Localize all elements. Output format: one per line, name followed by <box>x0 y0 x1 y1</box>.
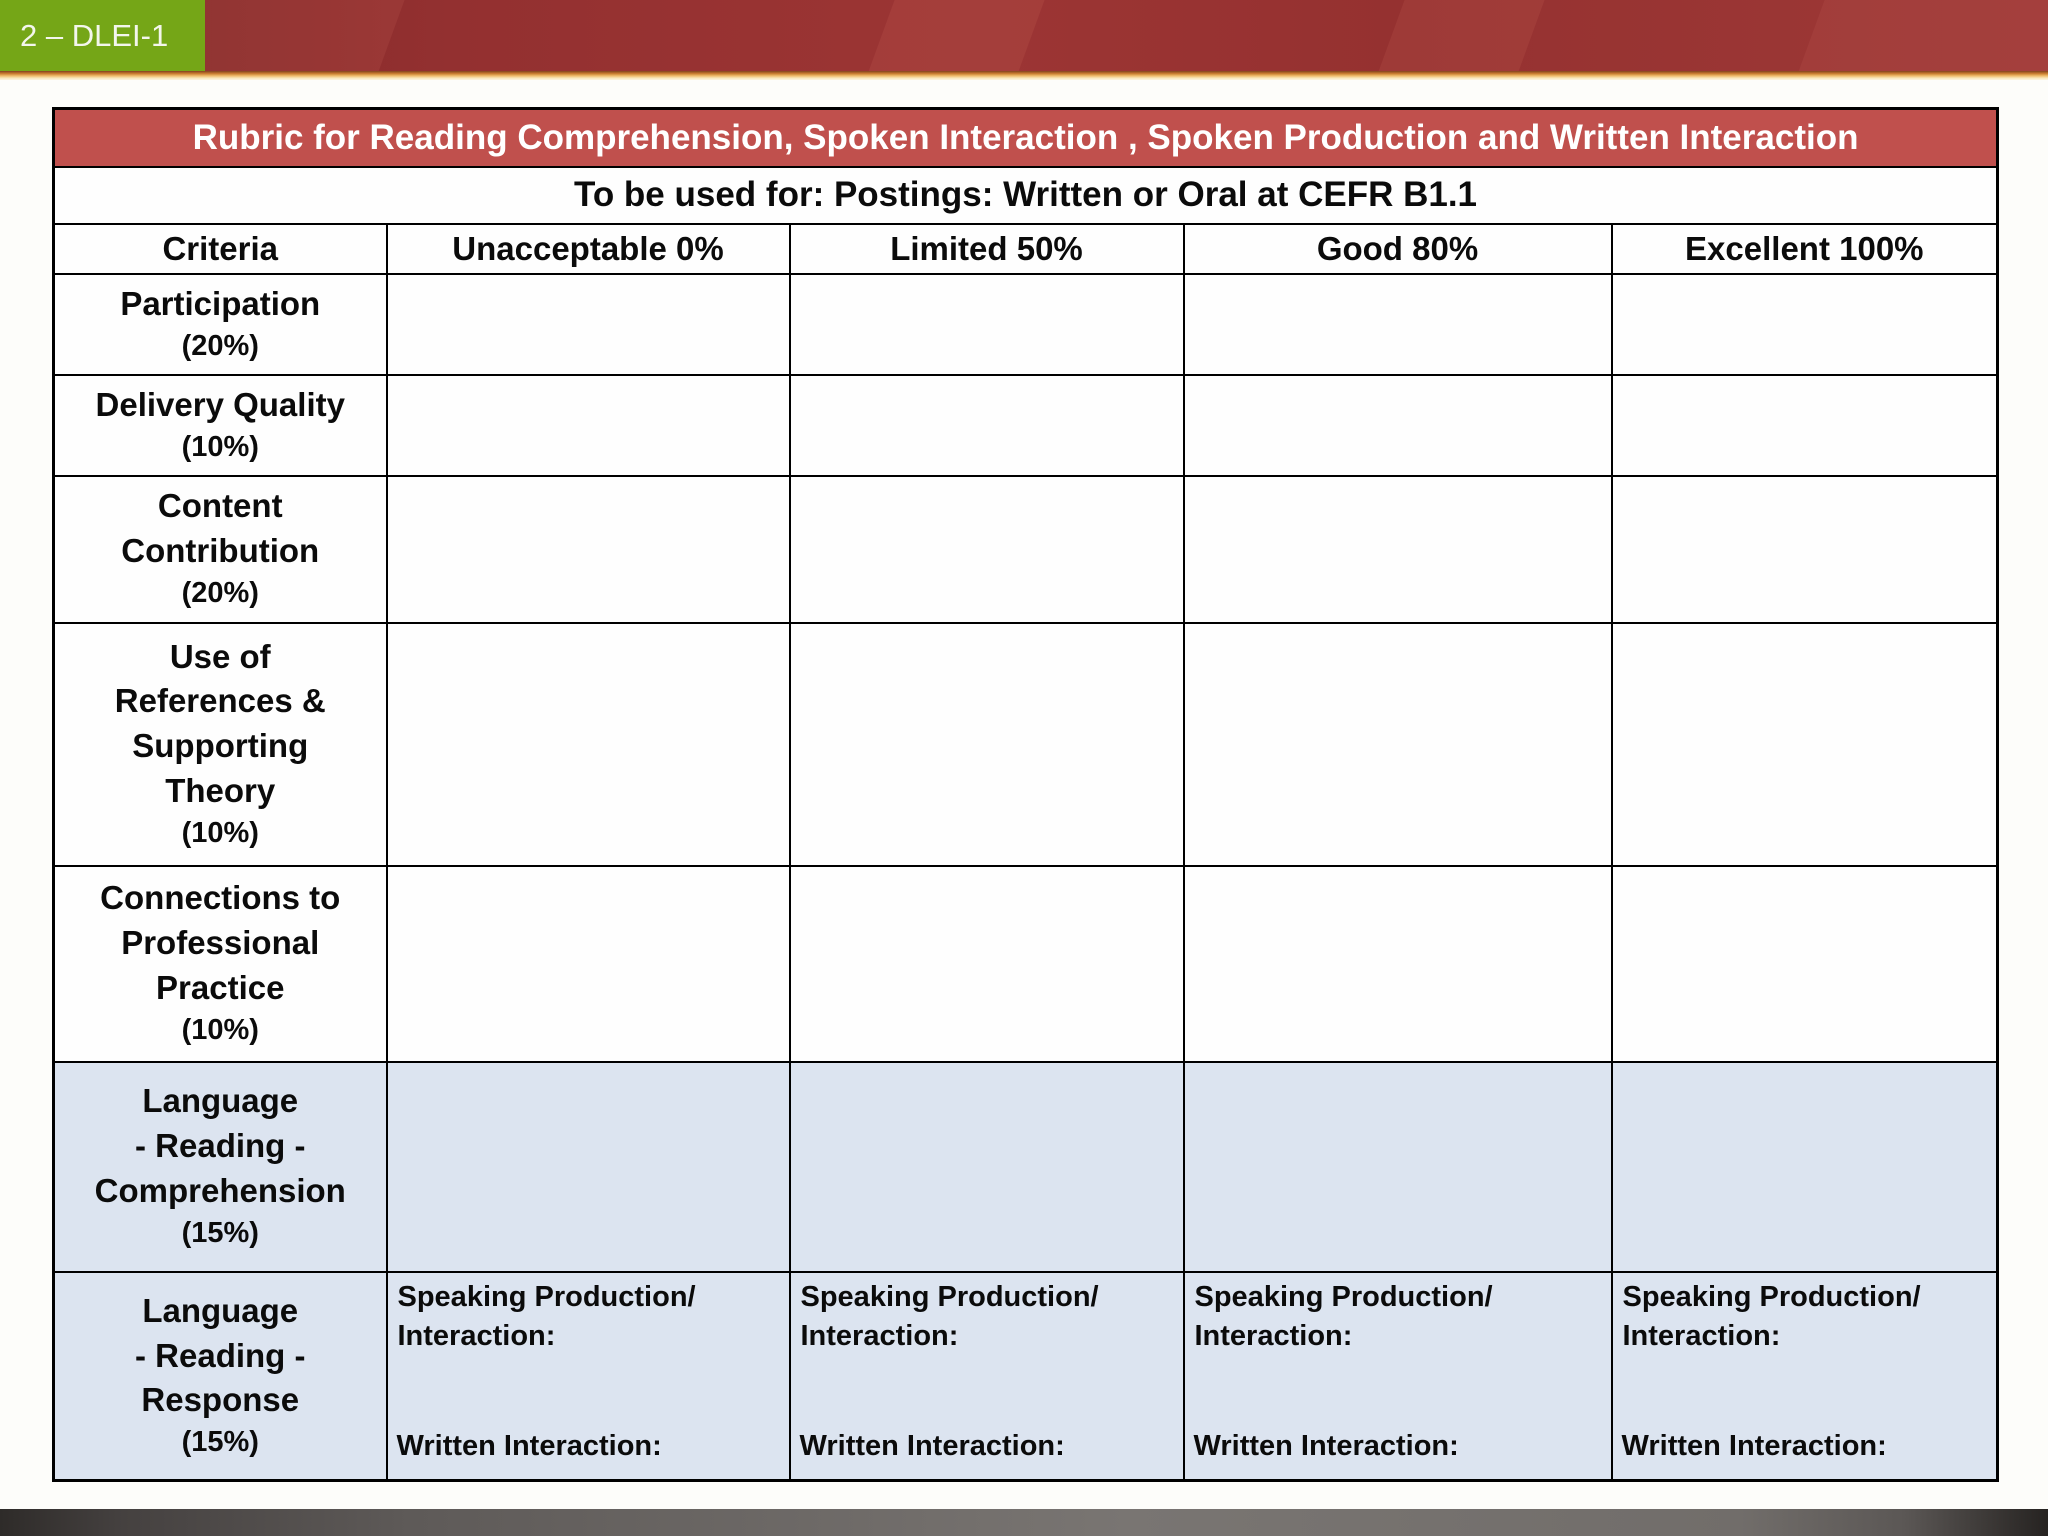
criteria-weight: (10%) <box>181 430 259 463</box>
column-header: Good 80% <box>1182 222 1613 275</box>
rubric-cell <box>1610 373 1999 477</box>
rubric-cell <box>1610 1060 1999 1273</box>
criteria-weight: (20%) <box>181 329 259 362</box>
rubric-cell <box>385 272 791 376</box>
top-banner: 2 – DLEI-1 <box>0 0 2048 71</box>
rubric-cell <box>788 474 1185 624</box>
criteria-label: Connections to Professional Practice (10%) <box>52 864 388 1063</box>
criteria-label: Language - Reading - Response (15%) <box>52 1270 388 1482</box>
rubric-cell <box>1610 272 1999 376</box>
rubric-cell: Speaking Production/ Interaction: Written… <box>385 1270 791 1482</box>
column-header: Unacceptable 0% <box>385 222 791 275</box>
slide-number-badge: 2 – DLEI-1 <box>0 0 205 71</box>
rubric-cell <box>788 272 1185 376</box>
cell-written-label: Written Interaction: <box>799 1430 1065 1462</box>
rubric-cell: Speaking Production/ Interaction: Written… <box>1182 1270 1613 1482</box>
table-row: Connections to Professional Practice (10%) <box>52 864 1999 1063</box>
banner-stripe <box>1368 0 1552 71</box>
rubric-cell <box>788 621 1185 867</box>
rubric-cell <box>385 373 791 477</box>
rubric-cell <box>1182 864 1613 1063</box>
rubric-cell <box>788 1060 1185 1273</box>
rubric-cell <box>1610 621 1999 867</box>
criteria-weight: (10%) <box>181 817 259 850</box>
rubric-cell <box>1182 1060 1613 1273</box>
rubric-cell <box>1182 621 1613 867</box>
cell-speaking-label: Speaking Production/ Interaction: <box>1194 1280 1493 1352</box>
rubric-cell <box>385 1060 791 1273</box>
rubric-cell <box>1610 864 1999 1063</box>
table-row: Delivery Quality (10%) <box>52 373 1999 477</box>
rubric-cell <box>1182 272 1613 376</box>
cell-written-label: Written Interaction: <box>1193 1430 1459 1462</box>
cell-speaking-label: Speaking Production/ Interaction: <box>1622 1280 1921 1352</box>
rubric-cell: Speaking Production/ Interaction: Written… <box>788 1270 1185 1482</box>
criteria-weight: (10%) <box>181 1014 259 1047</box>
table-row: Use of References & Supporting Theory (10%) <box>52 621 1999 867</box>
cell-speaking-label: Speaking Production/ Interaction: <box>397 1280 696 1352</box>
slide-content: Rubric for Reading Comprehension, Spoken… <box>0 80 2048 1482</box>
rubric-cell <box>788 864 1185 1063</box>
rubric-cell: Speaking Production/ Interaction: Written… <box>1610 1270 1999 1482</box>
table-row: Language - Reading - Response (15%) Speaking… <box>52 1270 1999 1482</box>
column-header: Limited 50% <box>788 222 1185 275</box>
banner-stripe <box>1788 0 2048 71</box>
rubric-table: Rubric for Reading Comprehension, Spoken… <box>52 107 2000 1482</box>
criteria-weight: (20%) <box>181 577 259 610</box>
table-row: Content Contribution (20%) <box>52 474 1999 624</box>
bottom-bar <box>0 1509 2048 1536</box>
criteria-weight: (15%) <box>181 1217 259 1250</box>
column-header-row: Criteria Unacceptable 0% Limited 50% Good 8… <box>52 222 1999 275</box>
rubric-cell <box>385 474 791 624</box>
criteria-label: Language - Reading - Comprehension (15%) <box>52 1060 388 1273</box>
rubric-cell <box>1182 373 1613 477</box>
column-header: Excellent 100% <box>1610 222 1999 275</box>
rubric-title: Rubric for Reading Comprehension, Spoken… <box>52 107 1999 168</box>
cell-speaking-label: Speaking Production/ Interaction: <box>800 1280 1099 1352</box>
cell-written-label: Written Interaction: <box>1621 1430 1887 1462</box>
criteria-label: Use of References & Supporting Theory (10%) <box>52 621 388 867</box>
rubric-subtitle: To be used for: Postings: Written or Ora… <box>52 165 1999 225</box>
rubric-cell <box>1610 474 1999 624</box>
rubric-cell <box>788 373 1185 477</box>
gold-divider <box>0 71 2048 80</box>
rubric-cell <box>1182 474 1613 624</box>
banner-stripe <box>858 0 1052 71</box>
rubric-cell <box>385 864 791 1063</box>
criteria-weight: (15%) <box>181 1426 259 1459</box>
criteria-label: Delivery Quality (10%) <box>52 373 388 477</box>
table-row: Participation (20%) <box>52 272 1999 376</box>
cell-written-label: Written Interaction: <box>396 1430 662 1462</box>
rubric-body: Participation (20%) Delivery Quality (10%) C… <box>52 272 1999 1482</box>
table-row: Language - Reading - Comprehension (15%) <box>52 1060 1999 1273</box>
rubric-cell <box>385 621 791 867</box>
criteria-label: Content Contribution (20%) <box>52 474 388 624</box>
column-header: Criteria <box>52 222 388 275</box>
criteria-label: Participation (20%) <box>52 272 388 376</box>
